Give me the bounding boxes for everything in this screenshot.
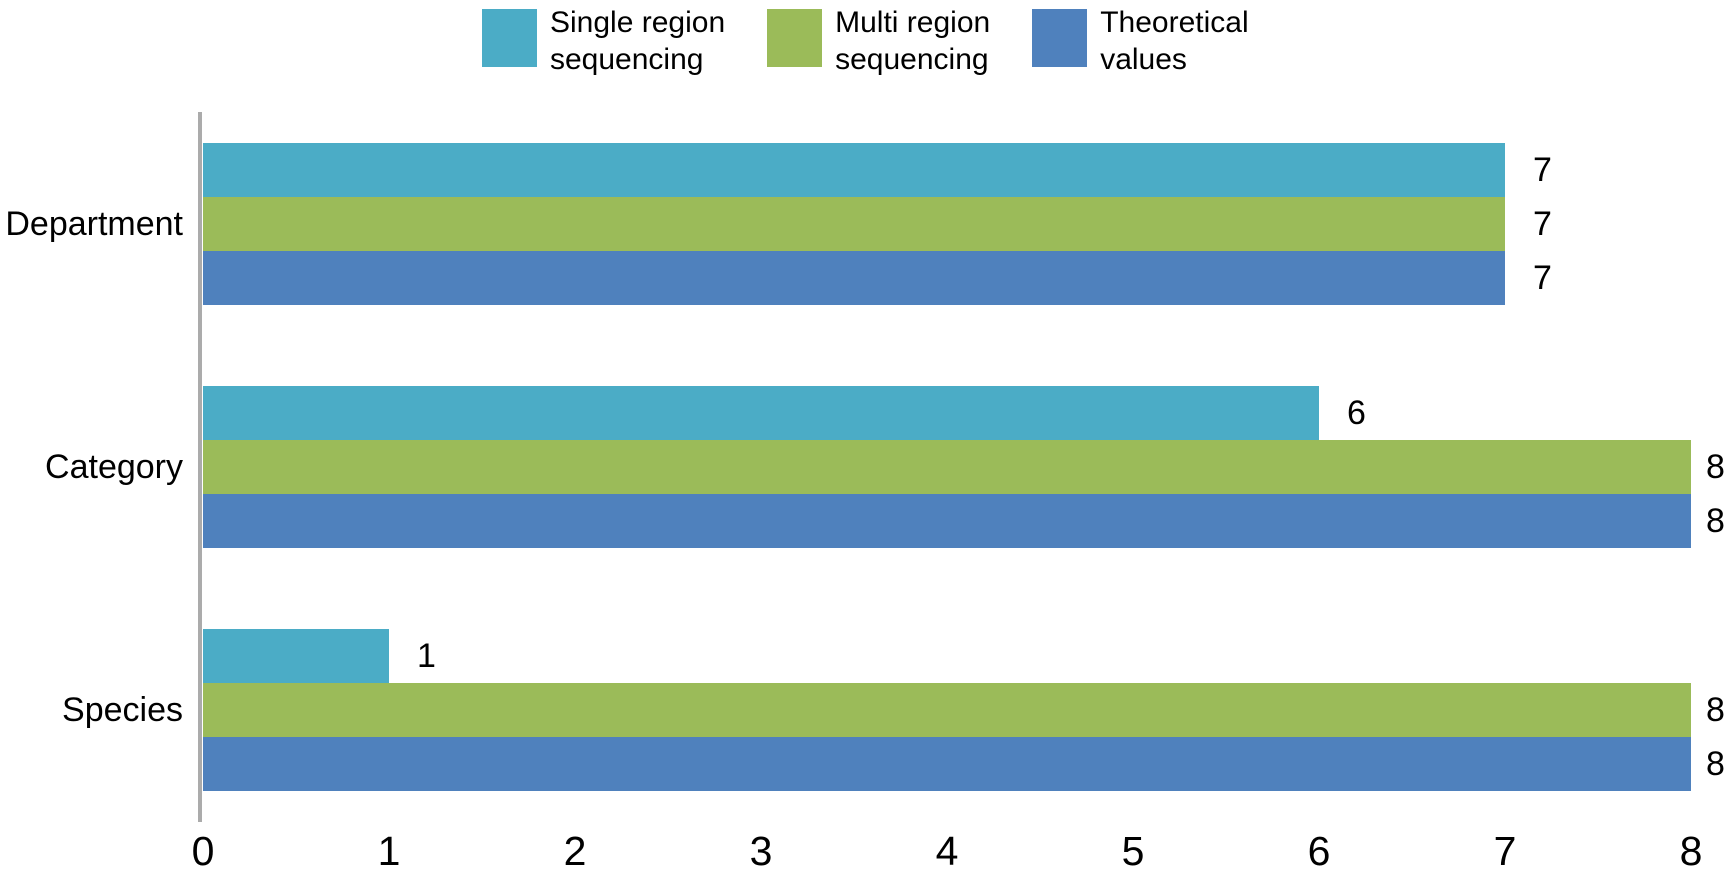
x-tick-label-1: 1	[377, 828, 401, 874]
data-label-species-multi-region-sequencing: 8	[1706, 691, 1725, 729]
bar-species-theoretical-values	[203, 737, 1691, 791]
legend-item-theoretical-values: Theoretical values	[1032, 4, 1249, 78]
x-tick-label-3: 3	[749, 828, 773, 874]
x-tick-label-6: 6	[1307, 828, 1331, 874]
legend-swatch-multi-region-sequencing	[767, 9, 823, 67]
x-tick-label-0: 0	[191, 828, 215, 874]
bar-category-theoretical-values	[203, 494, 1691, 548]
data-label-department-theoretical-values: 7	[1533, 259, 1552, 297]
legend-label: Single region sequencing	[550, 6, 726, 76]
y-category-label-species: Species	[62, 691, 183, 729]
data-label-category-single-region-sequencing: 6	[1347, 394, 1366, 432]
bar-species-single-region-sequencing	[203, 629, 389, 683]
legend-swatch-theoretical-values	[1032, 9, 1088, 67]
y-category-label-department: Department	[5, 205, 183, 243]
data-label-species-single-region-sequencing: 1	[417, 637, 436, 675]
legend-swatch-single-region-sequencing	[482, 9, 537, 67]
x-tick-label-2: 2	[563, 828, 587, 874]
x-tick-label-5: 5	[1121, 828, 1145, 874]
legend-label: Multi region sequencing	[835, 6, 991, 76]
bar-species-multi-region-sequencing	[203, 683, 1691, 737]
y-axis-line	[198, 112, 202, 822]
legend-label: Theoretical values	[1100, 6, 1249, 76]
bar-category-multi-region-sequencing	[203, 440, 1691, 494]
x-tick-label-8: 8	[1679, 828, 1703, 874]
chart-legend: Single region sequencing Multi region seque…	[482, 4, 1249, 78]
legend-item-single-region-sequencing: Single region sequencing	[482, 4, 725, 78]
data-label-department-single-region-sequencing: 7	[1533, 151, 1552, 189]
x-tick-label-7: 7	[1493, 828, 1517, 874]
data-label-department-multi-region-sequencing: 7	[1533, 205, 1552, 243]
bar-category-single-region-sequencing	[203, 386, 1319, 440]
x-tick-label-4: 4	[935, 828, 959, 874]
data-label-category-multi-region-sequencing: 8	[1706, 448, 1725, 486]
legend-item-multi-region-sequencing: Multi region sequencing	[767, 4, 990, 78]
bar-department-theoretical-values	[203, 251, 1505, 305]
data-label-category-theoretical-values: 8	[1706, 502, 1725, 540]
bar-department-single-region-sequencing	[203, 143, 1505, 197]
y-category-label-category: Category	[45, 448, 183, 486]
bar-department-multi-region-sequencing	[203, 197, 1505, 251]
data-label-species-theoretical-values: 8	[1706, 745, 1725, 783]
